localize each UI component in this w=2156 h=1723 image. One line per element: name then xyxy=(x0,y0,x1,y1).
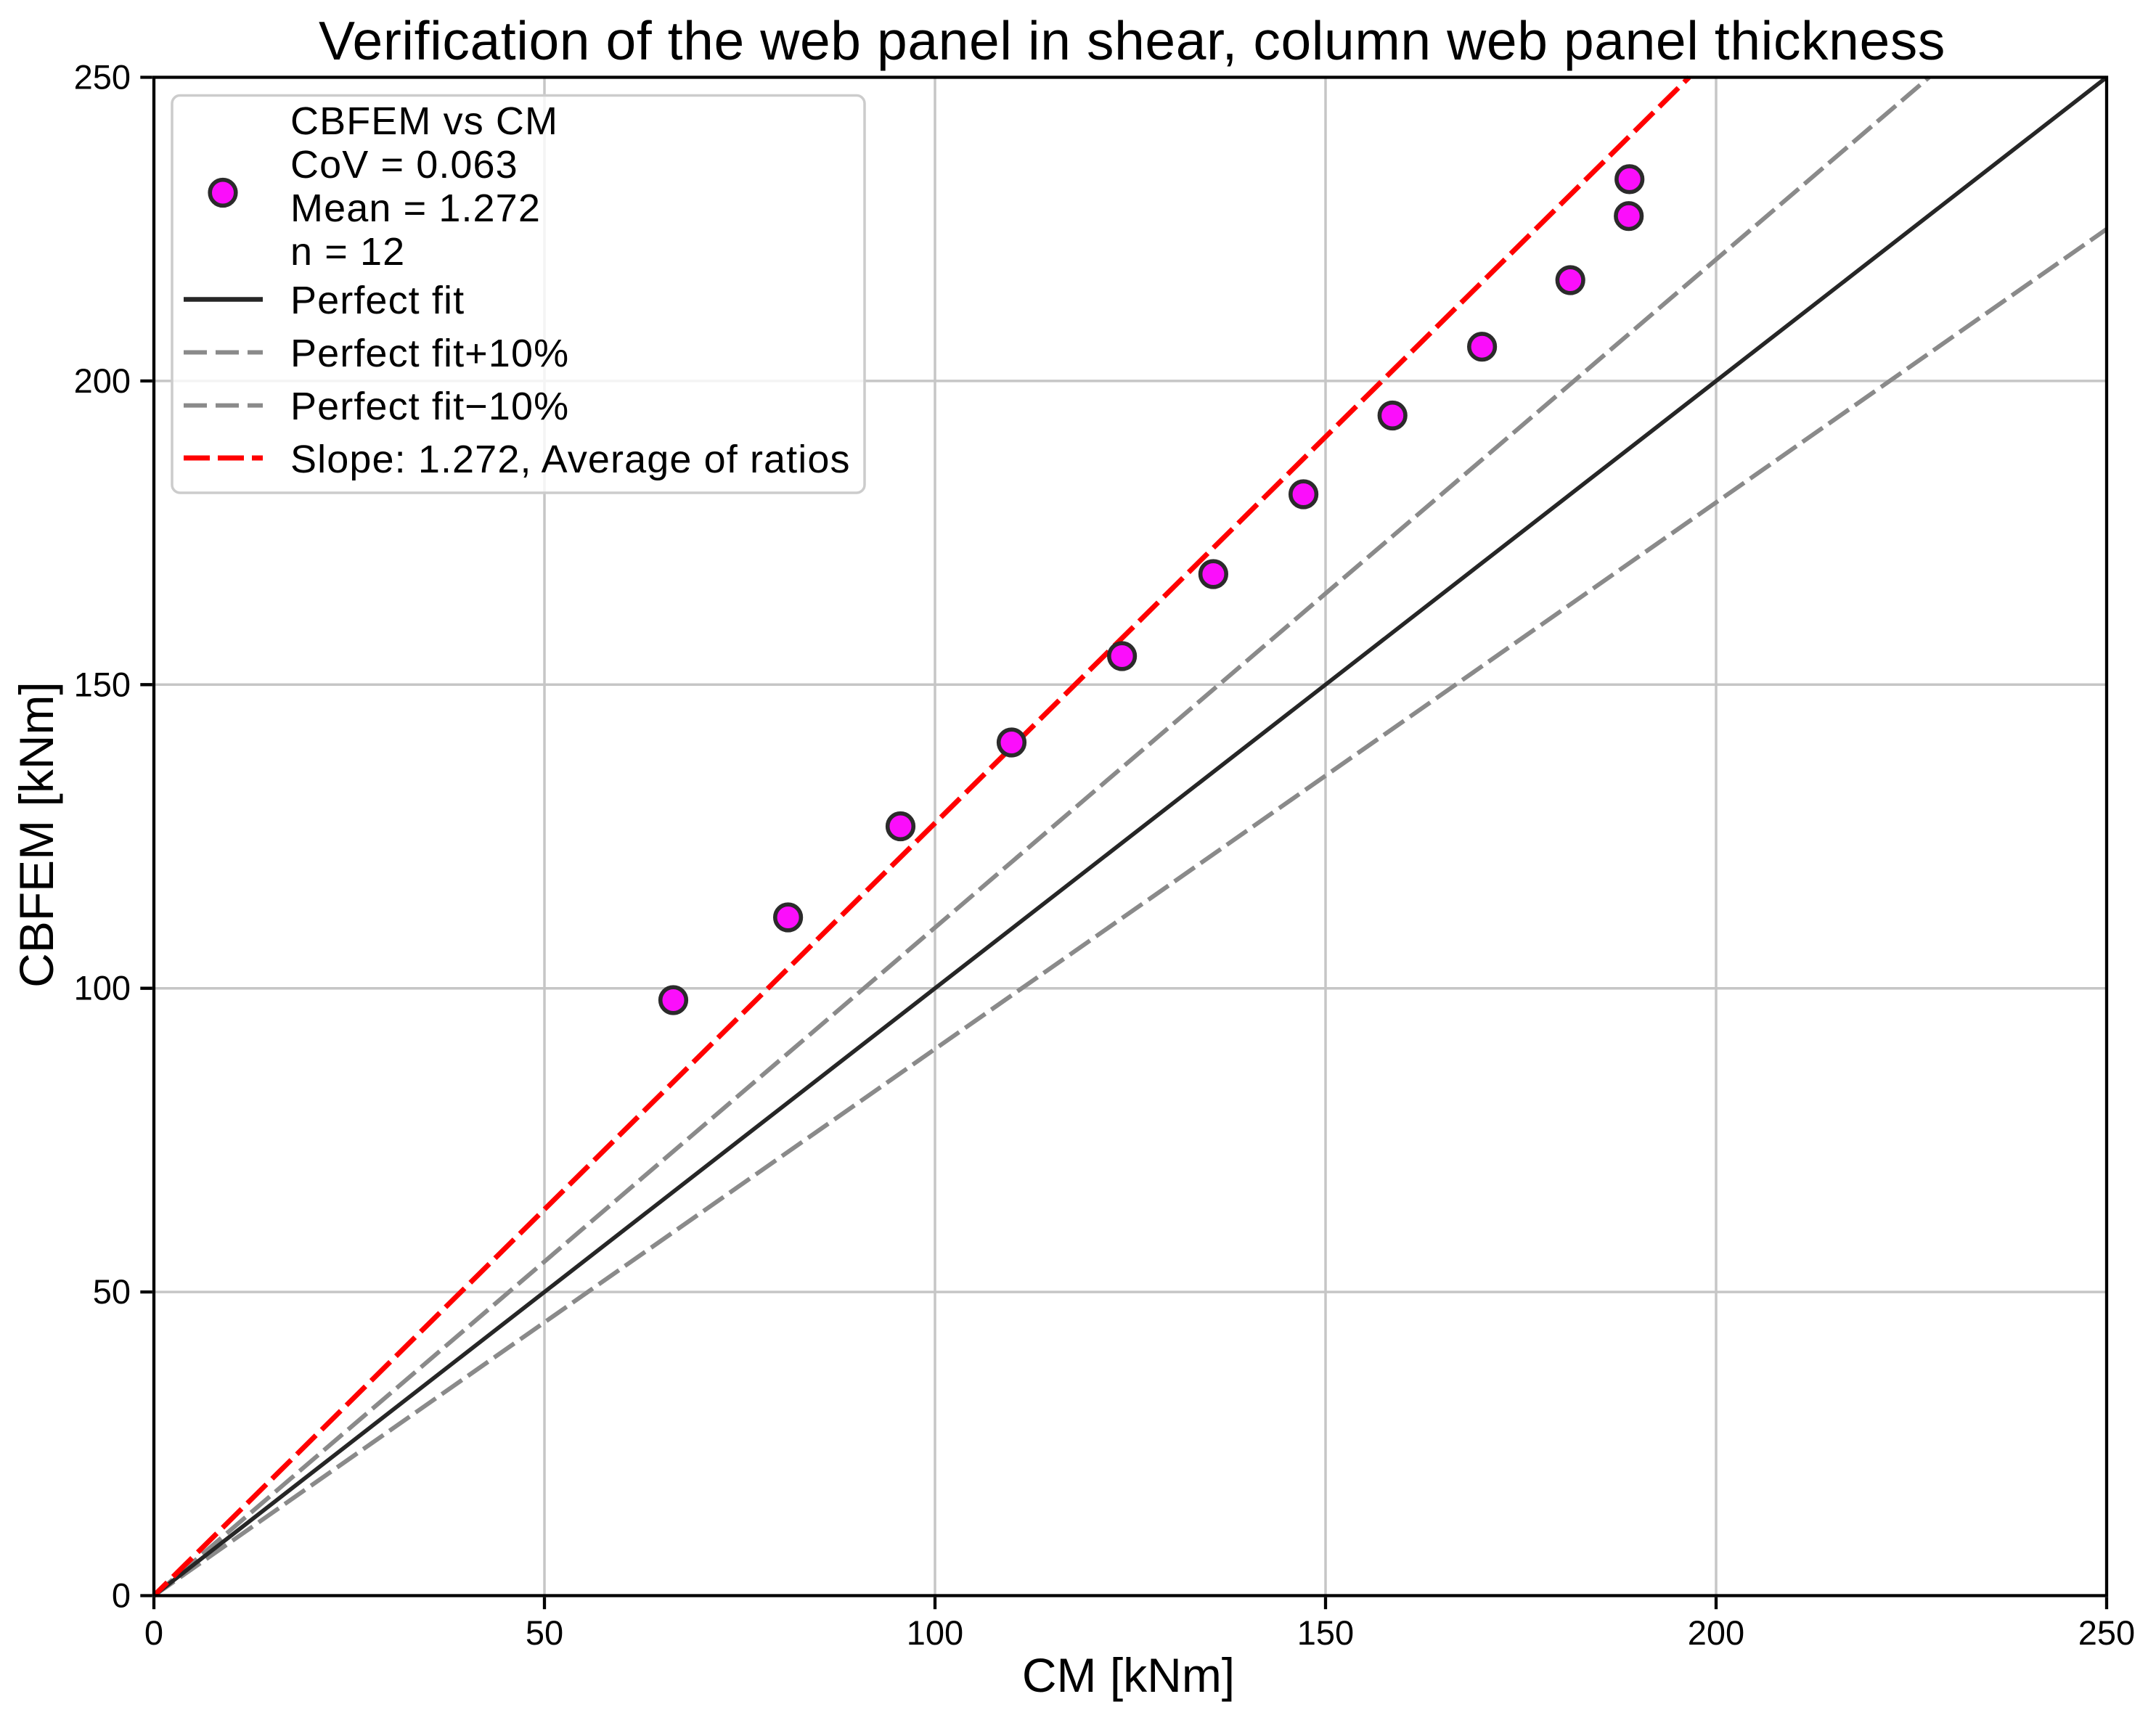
svg-text:200: 200 xyxy=(74,361,131,400)
svg-text:100: 100 xyxy=(74,969,131,1007)
svg-text:Slope: 1.272, Average of ratio: Slope: 1.272, Average of ratios xyxy=(290,438,851,481)
svg-text:250: 250 xyxy=(2078,1613,2135,1652)
svg-text:CoV = 0.063: CoV = 0.063 xyxy=(290,143,518,187)
svg-text:Perfect fit: Perfect fit xyxy=(290,279,465,322)
svg-text:Verification of the web panel: Verification of the web panel in shear, … xyxy=(319,10,1945,71)
svg-text:Perfect fit+10%: Perfect fit+10% xyxy=(290,332,569,375)
svg-text:50: 50 xyxy=(93,1272,131,1311)
svg-text:Perfect fit−10%: Perfect fit−10% xyxy=(290,385,569,428)
svg-text:n = 12: n = 12 xyxy=(290,230,405,274)
svg-text:200: 200 xyxy=(1688,1613,1744,1652)
svg-text:CBFEM vs CM: CBFEM vs CM xyxy=(290,99,558,143)
svg-text:0: 0 xyxy=(144,1613,163,1652)
svg-text:150: 150 xyxy=(74,665,131,703)
svg-text:CM [kNm]: CM [kNm] xyxy=(1022,1648,1235,1702)
svg-text:0: 0 xyxy=(112,1576,131,1615)
svg-text:CBFEM [kNm]: CBFEM [kNm] xyxy=(9,682,63,988)
svg-text:100: 100 xyxy=(907,1613,963,1652)
svg-text:Mean = 1.272: Mean = 1.272 xyxy=(290,187,541,230)
svg-text:50: 50 xyxy=(526,1613,563,1652)
svg-text:250: 250 xyxy=(74,58,131,97)
svg-text:150: 150 xyxy=(1297,1613,1354,1652)
